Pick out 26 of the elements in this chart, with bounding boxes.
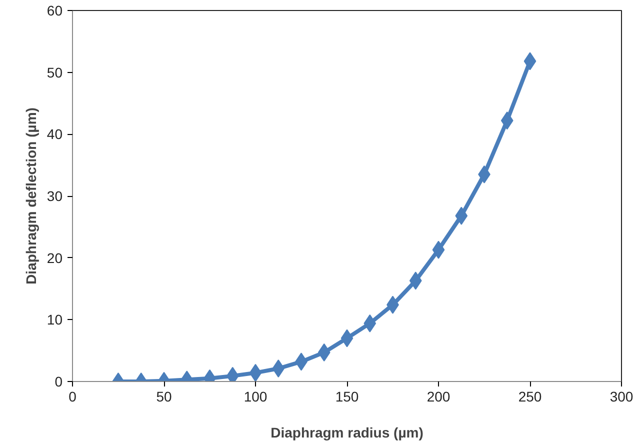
point: [340, 329, 354, 348]
y-tick-label: 0: [54, 374, 63, 390]
x-tick-label: 50: [156, 388, 172, 404]
y-tick-label: 30: [46, 188, 63, 204]
x-tick-label: 250: [518, 388, 542, 404]
point: [318, 343, 330, 362]
y-tick-label: 60: [46, 2, 63, 18]
x-tick-label: 150: [335, 388, 359, 404]
point: [249, 364, 262, 382]
point: [272, 360, 285, 378]
point: [455, 206, 468, 225]
x-tick-label: 200: [426, 388, 450, 404]
point: [524, 52, 536, 70]
y-axis-title: Diaphragm deflection (µm): [22, 108, 39, 284]
x-tick-label: 100: [244, 388, 268, 404]
point: [364, 314, 376, 332]
y-tick-label: 10: [46, 312, 63, 328]
y-tick-label: 40: [46, 126, 63, 142]
x-axis-title: Diaphragm radius (µm): [270, 424, 424, 440]
y-tick-label: 20: [46, 250, 63, 266]
x-tick-label: 300: [610, 388, 634, 404]
point: [432, 240, 445, 259]
y-tick-label: 50: [46, 64, 63, 80]
point: [409, 272, 422, 290]
point: [500, 112, 514, 130]
x-tick-label: 0: [68, 388, 77, 404]
